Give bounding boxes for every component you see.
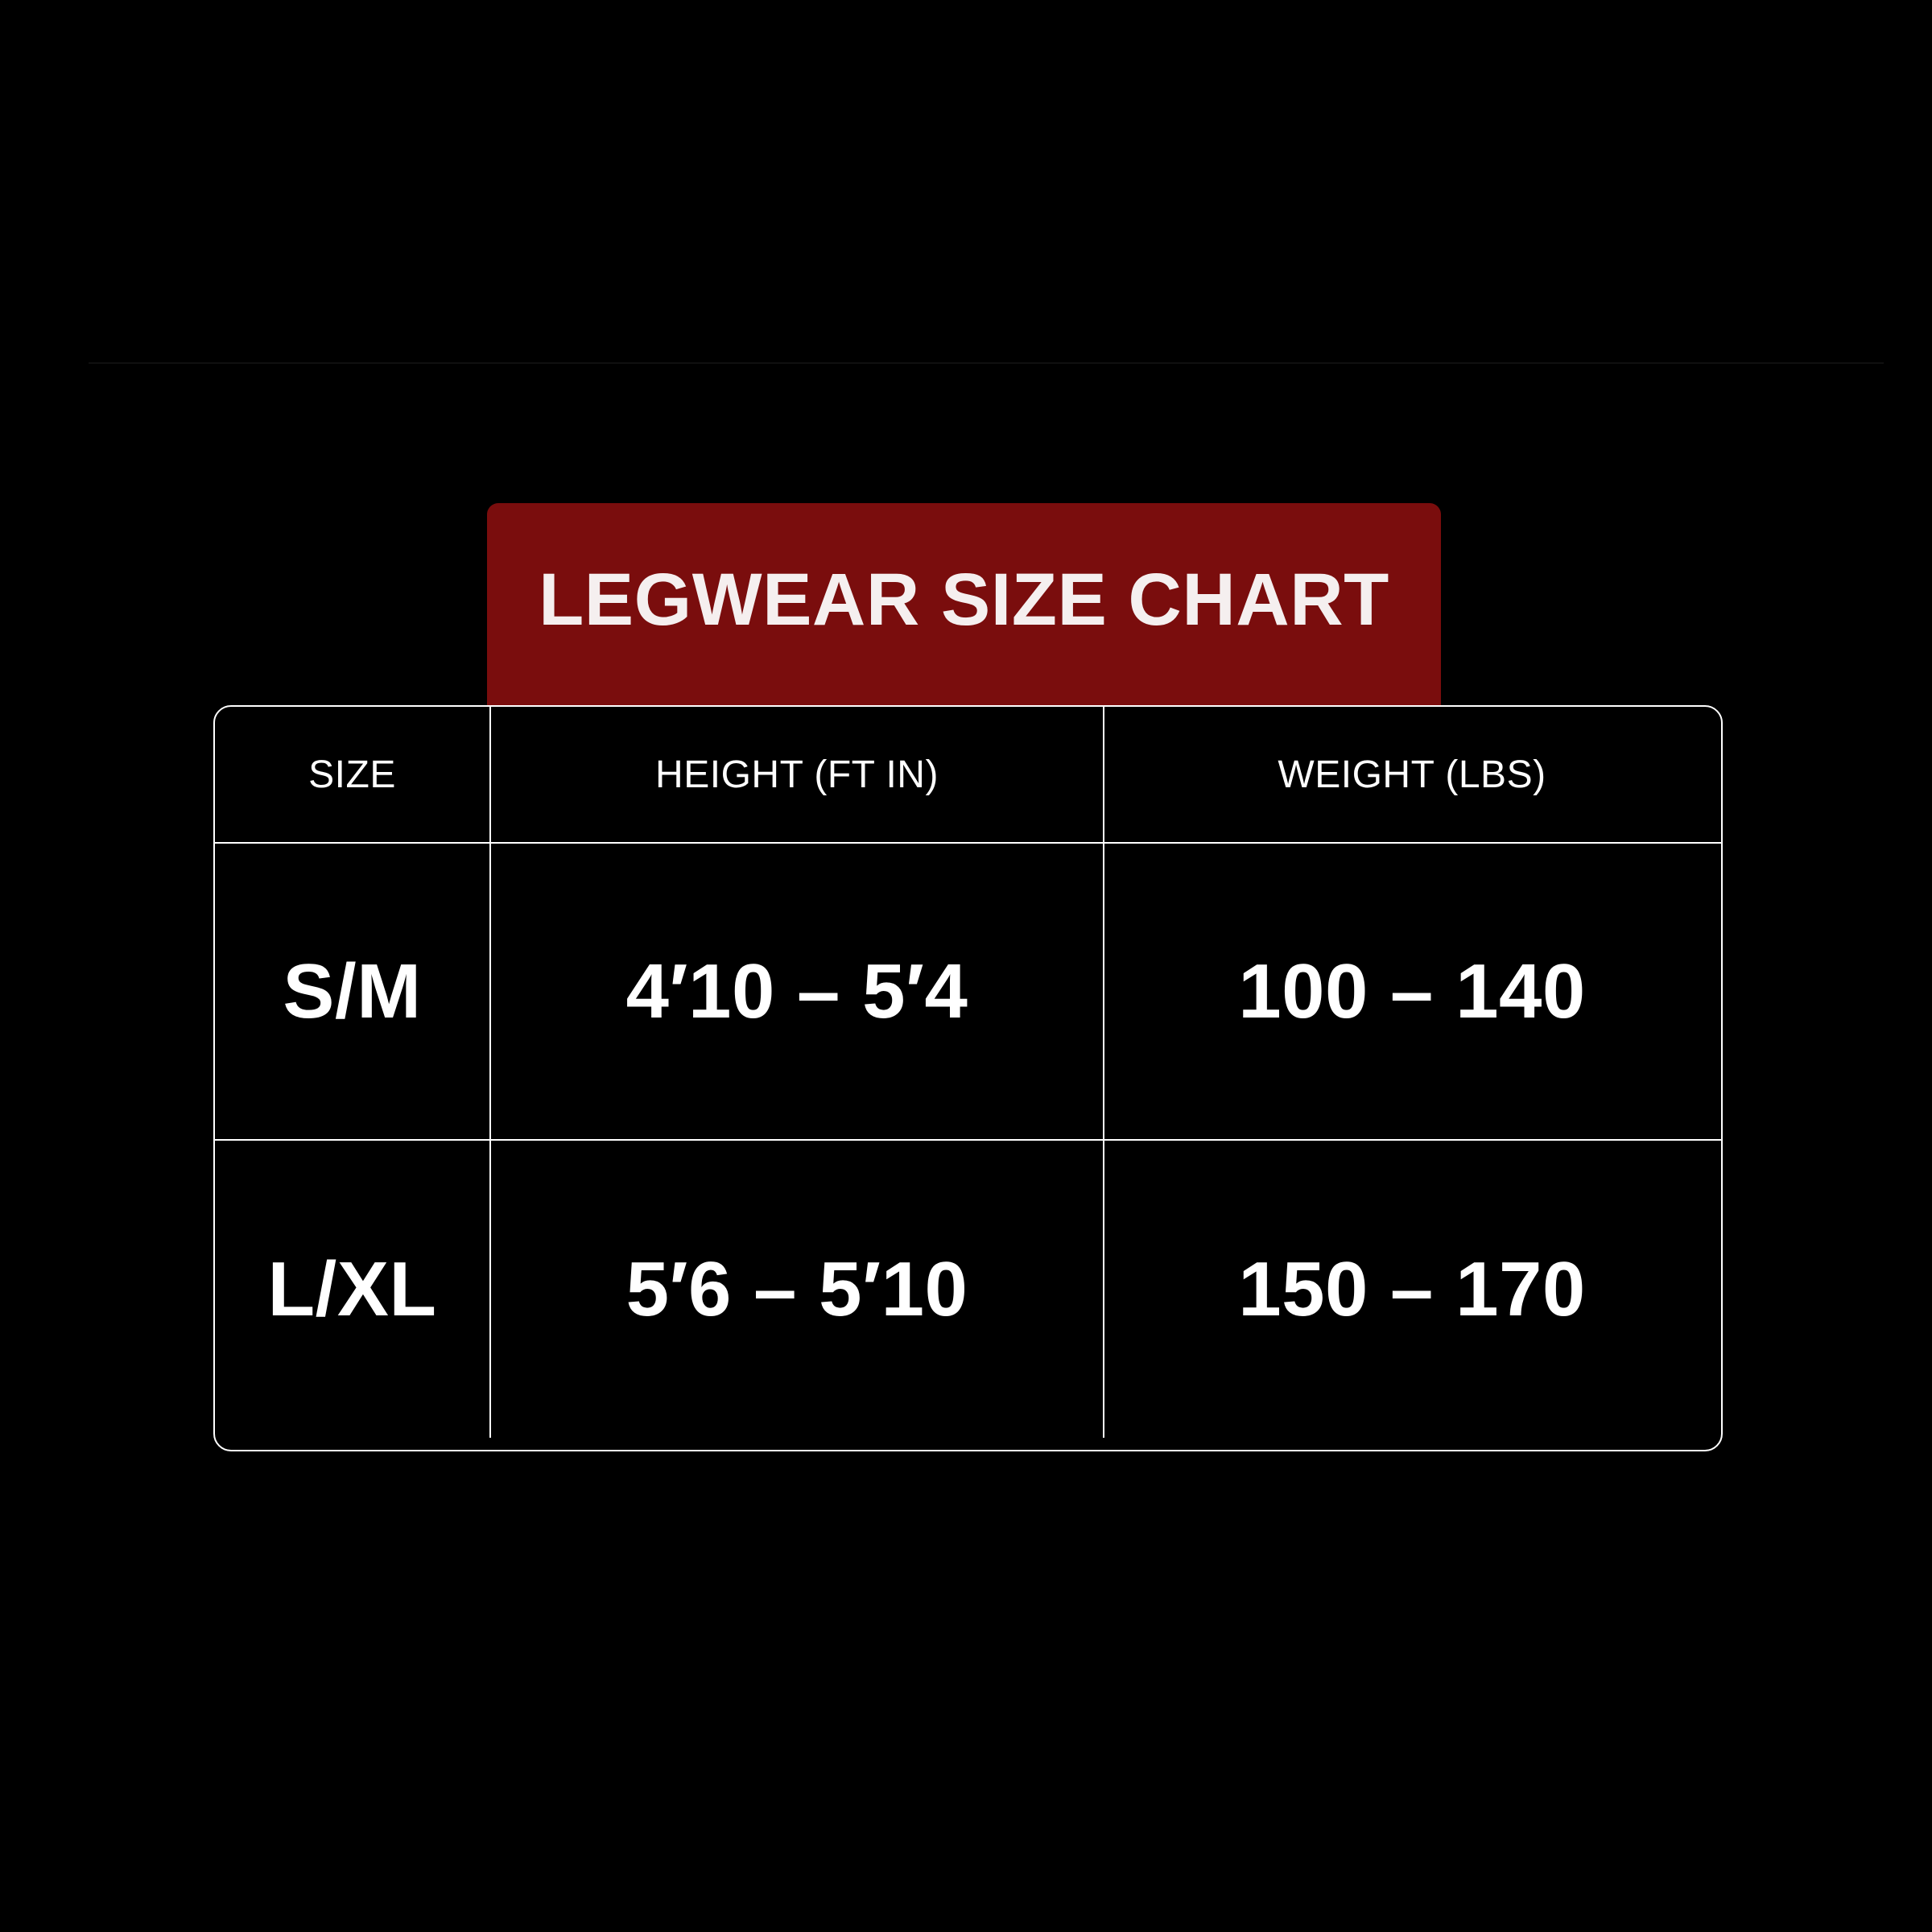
size-chart-table: SIZE HEIGHT (FT IN) WEIGHT (LBS) S/M 4′1… [213,705,1723,1451]
table-header-row: SIZE HEIGHT (FT IN) WEIGHT (LBS) [215,707,1721,844]
chart-title: LEGWEAR SIZE CHART [539,558,1389,641]
divider-line [89,362,1884,364]
cell-size: L/XL [267,1245,437,1332]
cell-height: 4′10 – 5′4 [489,844,1103,1139]
column-header-weight: WEIGHT (LBS) [1103,707,1719,842]
column-header-height: HEIGHT (FT IN) [489,707,1103,842]
column-header-size: SIZE [308,753,396,796]
table-row: L/XL 5′6 – 5′10 150 – 170 [215,1141,1721,1438]
cell-height: 5′6 – 5′10 [489,1141,1103,1438]
cell-size: S/M [283,947,422,1034]
table-row: S/M 4′10 – 5′4 100 – 140 [215,844,1721,1141]
cell-weight: 100 – 140 [1103,844,1719,1139]
title-banner: LEGWEAR SIZE CHART [487,503,1441,707]
cell-weight: 150 – 170 [1103,1141,1719,1438]
